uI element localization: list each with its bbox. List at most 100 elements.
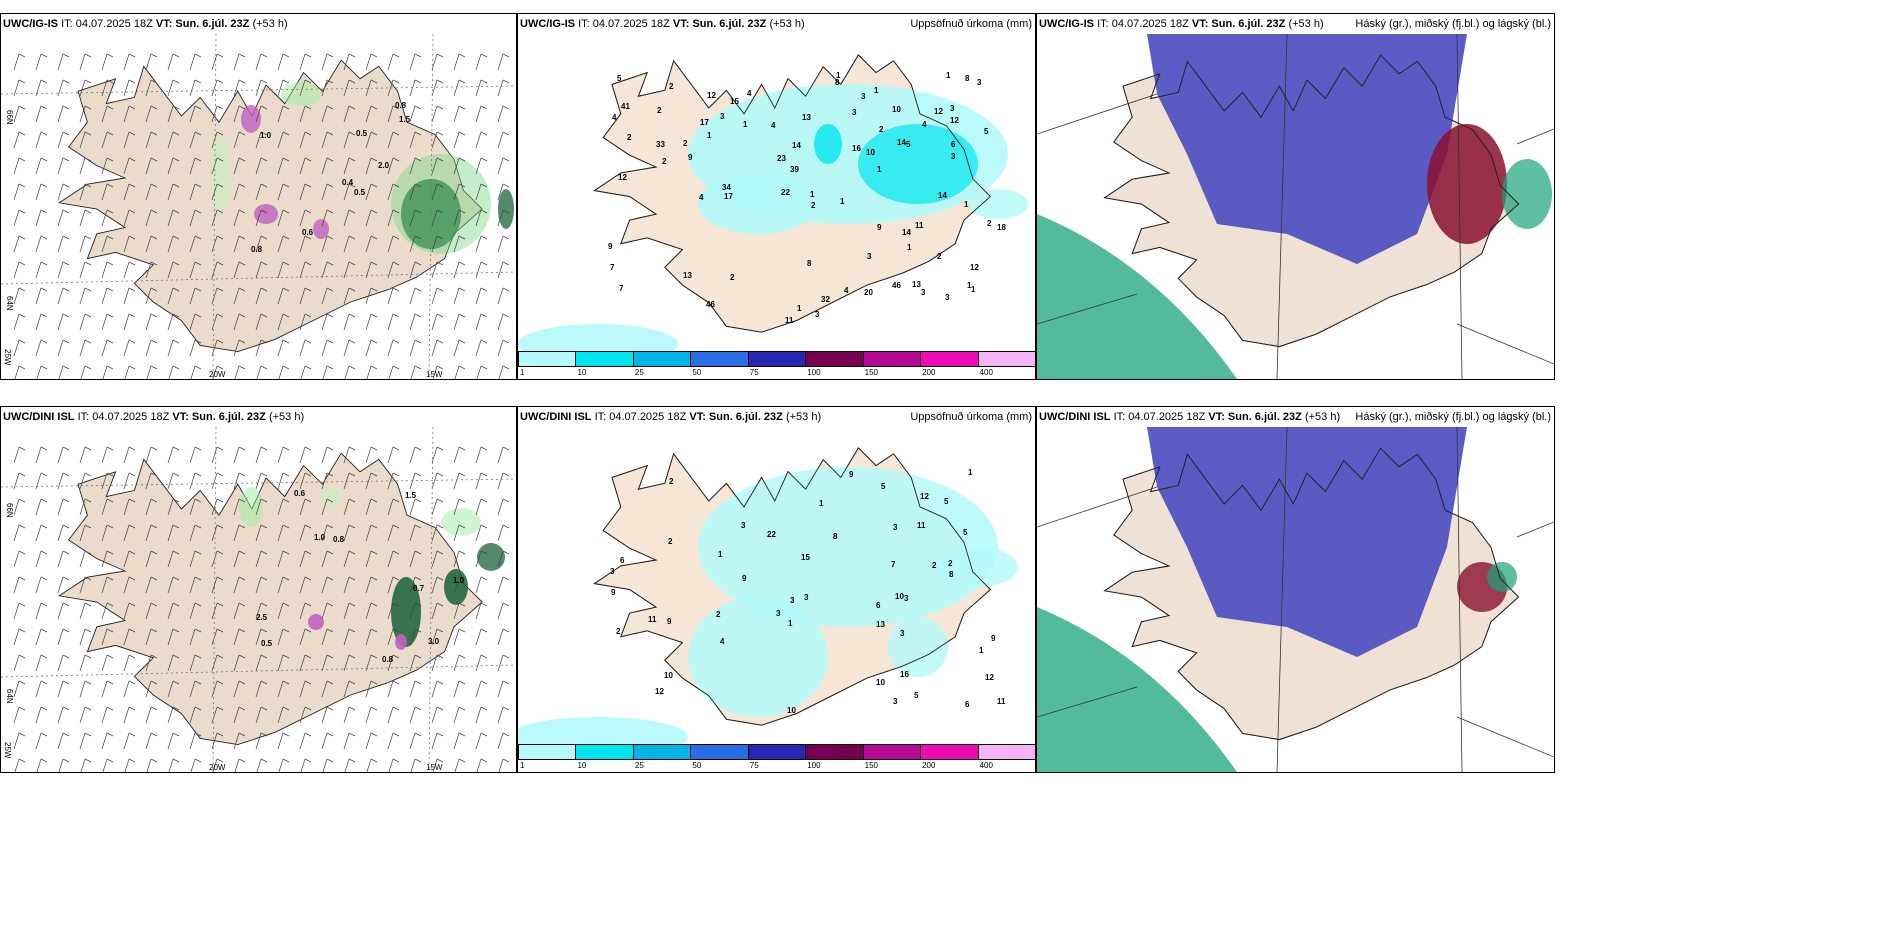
precip-amount-label: 7	[610, 263, 615, 272]
precip-amount-label: 1	[874, 86, 879, 95]
precip-amount-label: 9	[991, 634, 996, 643]
precip-amount-label: 32	[821, 295, 830, 304]
colorbar-swatch	[747, 744, 807, 760]
precip-amount-label: 34	[722, 183, 731, 192]
precip-rate-label: 1.0	[314, 533, 326, 542]
precip-amount-label: 2	[716, 610, 721, 619]
precip-amount-label: 3	[904, 594, 909, 603]
precip-amount-label: 4	[844, 286, 849, 295]
precip-amount-label: 1	[907, 243, 912, 252]
precip-rate-label: 0.8	[251, 245, 263, 254]
lon-label-20w: 20W	[209, 370, 226, 379]
colorbar-tick-label: 10	[577, 368, 587, 377]
panel-precip-dini: UWC/DINI ISL IT: 04.07.2025 18Z VT: Sun.…	[517, 406, 1036, 773]
colorbar-tick-label: 150	[864, 761, 879, 770]
precip-amount-label: 3	[610, 567, 615, 576]
precip-amount-label: 7	[619, 284, 624, 293]
precip-amount-label: 2	[669, 477, 674, 486]
panel-wind-dini: UWC/DINI ISL IT: 04.07.2025 18Z VT: Sun.…	[0, 406, 517, 773]
precip-rate-blob	[211, 134, 231, 214]
precip-amount-label: 10	[892, 105, 901, 114]
precip-amount-label: 1	[819, 499, 824, 508]
precip-amount-label: 4	[747, 89, 752, 98]
precip-amount-label: 16	[852, 144, 861, 153]
precip-amount-label: 2	[937, 252, 942, 261]
precip-amount-label: 2	[662, 157, 667, 166]
precip-amount-label: 13	[683, 271, 692, 280]
colorbar-tick-label: 200	[922, 368, 936, 377]
precip-amount-label: 46	[892, 281, 901, 290]
precip-amount-label: 4	[771, 121, 776, 130]
precip-area	[888, 617, 948, 677]
precip-rate-label: 1.5	[405, 491, 417, 500]
panel-header: UWC/DINI ISL IT: 04.07.2025 18Z VT: Sun.…	[518, 407, 1035, 427]
precip-amount-label: 10	[664, 671, 673, 680]
precip-amount-label: 2	[948, 559, 953, 568]
precip-rate-label: 0.4	[342, 178, 354, 187]
panel-header: UWC/DINI ISL IT: 04.07.2025 18Z VT: Sun.…	[1037, 407, 1554, 427]
precip-amount-label: 10	[876, 678, 885, 687]
coastline	[1103, 54, 1520, 348]
precip-amount-label: 5	[914, 691, 919, 700]
precip-amount-label: 1	[797, 304, 802, 313]
precip-colorbar: 1 10 25 50 75 100 150 200 400	[518, 744, 1035, 772]
colorbar-tick-label: 100	[807, 761, 821, 770]
precip-amount-label: 10	[895, 592, 904, 601]
colorbar-tick-label: 1	[520, 761, 525, 770]
high-cloud-area	[1037, 607, 1237, 772]
precip-amount-label: 17	[724, 192, 733, 201]
precip-amount-label: 22	[767, 530, 776, 539]
precip-amount-label: 9	[877, 223, 882, 232]
precip-amount-label: 14	[792, 141, 801, 150]
precip-amount-label: 3	[790, 596, 795, 605]
lon-label-15w: 15W	[426, 763, 443, 772]
precip-rate-label: 0.7	[413, 584, 425, 593]
precip-amount-label: 5	[881, 482, 886, 491]
precip-amount-label: 4	[699, 193, 704, 202]
colorbar-tick-label: 200	[922, 761, 936, 770]
colorbar-swatch	[920, 351, 979, 367]
precip-amount-label: 12	[934, 107, 943, 116]
precip-amount-label: 6	[951, 140, 956, 149]
precip-amount-label: 3	[852, 108, 857, 117]
precip-amount-label: 3	[921, 288, 926, 297]
colorbar-swatch	[632, 744, 692, 760]
precip-rate-blob	[391, 577, 421, 647]
precip-rate-label: 1.5	[399, 115, 411, 124]
coastline	[593, 54, 992, 333]
panel-wind-igis: UWC/IG-IS IT: 04.07.2025 18Z VT: Sun. 6.…	[0, 13, 517, 380]
precip-rate-label: 1.0	[453, 576, 465, 585]
precip-amount-label: 11	[648, 615, 657, 624]
precip-rate-label: 0.5	[261, 639, 273, 648]
precip-amount-label: 2	[811, 201, 816, 210]
wind-map: 0.5 1.0 0.4 0.8 2.0 0.6 0.8 0.5 1.5 20W 15W 66N 64N 2…	[1, 34, 516, 379]
mid-cloud-area	[1147, 427, 1467, 657]
precip-amount-label: 3	[804, 593, 809, 602]
precip-amount-label: 13	[912, 280, 921, 289]
lon-label-25w: 25W	[3, 742, 12, 759]
precip-amount-label: 1	[964, 200, 969, 209]
precip-amount-label: 9	[849, 470, 854, 479]
precip-amount-label: 11	[997, 697, 1006, 706]
precip-amount-label: 12	[618, 173, 627, 182]
colorbar-tick-label: 1	[520, 368, 525, 377]
precip-area	[698, 174, 818, 234]
precip-rate-blob	[441, 508, 481, 536]
colorbar-tick-label: 50	[692, 761, 702, 770]
panel-precip-igis: UWC/IG-IS IT: 04.07.2025 18Z VT: Sun. 6.…	[517, 13, 1036, 380]
colorbar-tick-label: 50	[692, 368, 702, 377]
precip-rate-label: 0.6	[294, 489, 306, 498]
precip-colorbar: 1 10 25 50 75 100 150 200 400	[518, 351, 1035, 379]
precip-amount-label: 1	[971, 285, 976, 294]
precip-amount-label: 11	[915, 221, 924, 230]
precip-rate-blob	[308, 614, 324, 630]
precip-amount-label: 22	[781, 188, 790, 197]
lat-label-64n: 64N	[5, 296, 14, 311]
precip-amount-label: 14	[902, 228, 911, 237]
precip-rate-blob	[321, 487, 341, 507]
precip-amount-label: 39	[790, 165, 799, 174]
colorbar-swatch	[518, 351, 577, 367]
precip-amount-label: 3	[867, 252, 872, 261]
precip-amount-label: 9	[611, 588, 616, 597]
